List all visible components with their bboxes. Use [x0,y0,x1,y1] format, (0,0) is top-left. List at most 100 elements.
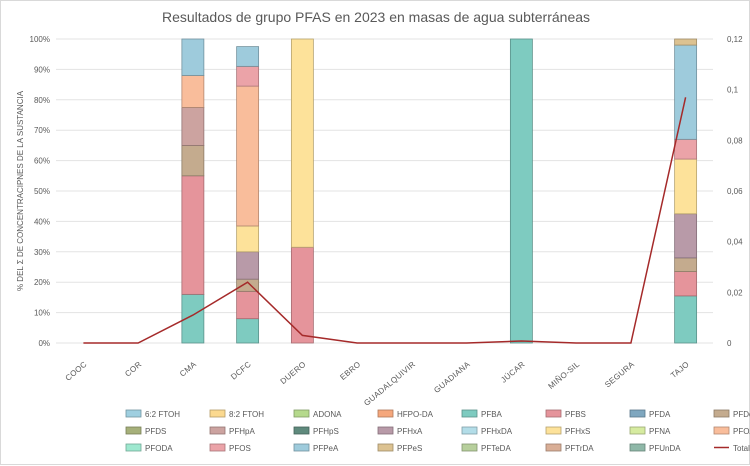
legend-label: PFDA [649,410,671,419]
legend-swatch [629,443,646,452]
x-tick-label: DUERO [279,360,308,386]
bar-segment [236,85,260,227]
legend-label: PFPeA [313,444,339,453]
legend-label: 6:2 FTOH [145,410,180,419]
legend-swatch [713,426,730,435]
legend-label: PFOA [733,427,750,436]
y2-tick-label: 0,06 [727,187,743,196]
x-tick-label: COR [123,360,143,379]
y-tick-label: 40% [34,217,50,226]
y-tick-label: 100% [30,35,50,44]
y-tick-label: 30% [34,248,50,257]
legend-label: 8:2 FTOH [229,410,264,419]
x-tick-label: COOC [64,360,89,383]
bar-segment [236,46,260,67]
y-tick-label: 70% [34,126,50,135]
x-tick-label: CMA [178,359,198,378]
legend-label: PFHpA [229,427,255,436]
legend-swatch [209,409,226,418]
legend-swatch [545,443,562,452]
legend-label: PFBS [565,410,586,419]
legend-swatch [461,443,478,452]
legend-swatch [545,409,562,418]
legend-swatch [377,409,394,418]
legend-swatch [293,443,310,452]
legend-label: ADONA [313,410,342,419]
bar-segment [181,175,205,295]
x-tick-label: JÚCAR [499,360,526,385]
x-tick-label: SEGURA [603,359,636,389]
legend-swatch [461,409,478,418]
y2-tick-label: 0 [727,339,732,348]
legend-swatch [377,426,394,435]
y2-tick-label: 0,04 [727,238,743,247]
legend-swatch [293,409,310,418]
legend-swatch [125,409,142,418]
legend-label: PFOS [229,444,251,453]
legend-label: PFHxA [397,427,423,436]
x-tick-label: GUADIANA [432,359,472,395]
legend-swatch [629,426,646,435]
bar-segment [674,138,698,160]
legend-swatch [125,443,142,452]
legend-swatch [125,426,142,435]
legend-label: Total [733,444,750,453]
legend-swatch [209,443,226,452]
bar-segment [181,144,205,177]
bar-segment [674,257,698,272]
legend-swatch [209,426,226,435]
y-axis-label: % DEL Σ DE CONCENTRACIPNES DE LA SUSTANC… [16,90,25,291]
bar-segment [509,38,533,344]
y2-tick-label: 0,02 [727,288,743,297]
y-tick-label: 60% [34,157,50,166]
x-tick-label: MIÑO-SIL [547,359,582,390]
bar-segment [674,158,698,215]
x-tick-label: DCFC [229,360,253,382]
y-tick-label: 10% [34,309,50,318]
y-tick-label: 80% [34,96,50,105]
legend-swatch [545,426,562,435]
legend-swatch [461,426,478,435]
y-tick-label: 50% [34,187,50,196]
bar-segment [674,213,698,259]
bar-segment [674,44,698,140]
legend-swatch [377,443,394,452]
legend-label: PFBA [481,410,503,419]
bar-segment [236,65,260,87]
legend-label: PFNA [649,427,671,436]
legend-swatch [629,409,646,418]
bar-segment [674,271,698,297]
legend-label: PFUnDA [649,444,681,453]
legend-label: PFODA [145,444,173,453]
legend-label: PFDS [145,427,166,436]
y-tick-label: 20% [34,278,50,287]
y-tick-label: 90% [34,65,50,74]
legend-label: PFHpS [313,427,339,436]
legend-swatch [293,426,310,435]
legend-swatch [713,409,730,418]
bar-segment [236,225,260,253]
y2-tick-label: 0,12 [727,35,743,44]
bar-segment [290,38,314,248]
total-line [83,97,687,344]
bar-segment [181,107,205,146]
legend-label: PFPeS [397,444,422,453]
legend-label: PFHxDA [481,427,513,436]
bar-segment [236,251,260,280]
legend-label: HFPO-DA [397,410,434,419]
x-tick-label: GUADALQUIVIR [362,360,417,408]
x-tick-label: TAJO [669,360,691,380]
bar-segment [236,318,260,344]
bar-segment [181,38,205,76]
legend-label: PFTrDA [565,444,594,453]
x-tick-label: EBRO [338,360,362,382]
chart-title: Resultados de grupo PFAS en 2023 en masa… [161,9,591,25]
y-tick-label: 0% [38,339,50,348]
legend-label: PFTeDA [481,444,511,453]
bar-segment [181,75,205,108]
bar-segment [236,290,260,320]
bar-segment [674,295,698,344]
legend-label: PFHxS [565,427,590,436]
